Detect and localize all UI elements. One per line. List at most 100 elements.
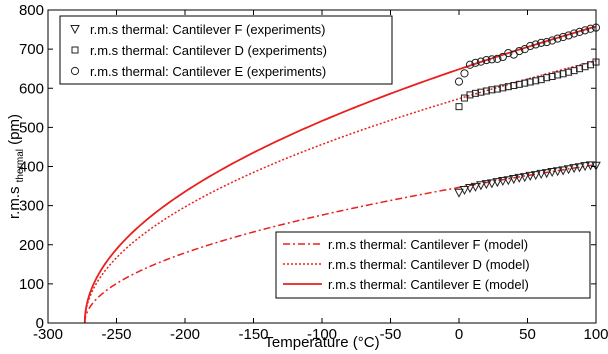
data-point-f <box>492 178 503 188</box>
y-tick-label: 400 <box>19 159 44 176</box>
data-point-f <box>465 184 475 194</box>
data-point-d <box>482 87 490 95</box>
data-point-f <box>525 171 536 181</box>
y-axis-title: r.m.s thermal (pm) <box>6 114 27 219</box>
y-tick-label: 0 <box>36 315 44 332</box>
x-tick-label: -200 <box>170 326 200 343</box>
data-point-d <box>488 86 496 94</box>
y-tick-label: 800 <box>19 2 44 19</box>
data-point-f <box>547 167 557 178</box>
data-point-d <box>570 67 578 75</box>
legend-item-f-model: r.m.s thermal: Cantilever F (model) <box>328 237 528 252</box>
y-tick-label: 700 <box>19 41 44 58</box>
data-point-f <box>476 181 486 191</box>
data-point-f <box>574 163 585 173</box>
data-point-d <box>455 103 463 111</box>
data-point-e <box>471 58 480 67</box>
data-point-e <box>575 27 584 37</box>
data-point-d <box>504 83 512 91</box>
x-tick-label: -100 <box>307 326 337 343</box>
data-point-e <box>504 48 513 58</box>
legend-models-lines <box>283 243 322 285</box>
data-point-e <box>515 46 524 56</box>
legend-item-e-experiments: r.m.s thermal: Cantilever E (experiments… <box>90 64 326 79</box>
data-point-f <box>519 173 530 183</box>
data-point-d <box>532 77 540 85</box>
data-point-d <box>543 74 551 82</box>
data-point-e <box>454 77 464 86</box>
data-point-f <box>454 188 464 198</box>
y-tick-label: 100 <box>19 276 44 293</box>
y-tick-label: 200 <box>19 237 44 254</box>
data-point-d <box>537 76 545 84</box>
data-point-f <box>541 169 552 179</box>
x-tick-label: -150 <box>238 326 268 343</box>
legend-experiments-markers <box>70 25 80 76</box>
data-point-e <box>531 40 540 49</box>
data-point-f <box>508 175 519 185</box>
legend-marker-square <box>71 46 79 54</box>
data-point-f <box>585 161 596 171</box>
data-point-f <box>563 165 574 175</box>
data-point-d <box>515 80 523 88</box>
data-point-f <box>514 173 525 183</box>
data-point-d <box>471 89 479 97</box>
data-point-d <box>477 88 485 96</box>
data-point-e <box>559 32 568 42</box>
data-point-d <box>466 91 474 99</box>
x-tick-label: -50 <box>380 326 402 343</box>
data-point-f <box>487 179 497 189</box>
data-point-d <box>548 73 556 81</box>
data-point-f <box>552 167 563 177</box>
data-point-e <box>564 31 573 40</box>
data-point-f <box>580 162 590 172</box>
legend-experiments-box <box>59 15 393 85</box>
y-tick-label: 500 <box>19 119 44 136</box>
y-tick-label: 300 <box>19 198 44 215</box>
legend-models: r.m.s thermal: Cantilever F (model) r.m.… <box>275 231 591 299</box>
data-point-f <box>530 171 541 181</box>
legend-item-d-model: r.m.s thermal: Cantilever D (model) <box>328 257 530 272</box>
model-curves <box>83 25 597 324</box>
experiment-markers <box>454 23 601 198</box>
x-axis-title: Temperature (°C) <box>264 334 379 351</box>
data-point-e <box>526 41 535 51</box>
y-tick-label: 600 <box>19 80 44 97</box>
model-curve-e <box>83 25 597 324</box>
legend-models-box <box>275 231 591 299</box>
data-point-d <box>565 68 573 76</box>
legend-item-e-model: r.m.s thermal: Cantilever E (model) <box>328 277 529 292</box>
legend-experiments: r.m.s thermal: Cantilever F (experiments… <box>59 15 393 85</box>
data-point-d <box>521 79 529 87</box>
data-point-d <box>526 78 534 86</box>
data-point-f <box>498 176 508 187</box>
legend-item-d-experiments: r.m.s thermal: Cantilever D (experiments… <box>90 43 327 58</box>
legend-item-f-experiments: r.m.s thermal: Cantilever F (experiments… <box>90 22 326 37</box>
data-point-e <box>460 69 469 78</box>
axis-ticks: -300 -250 -200 -150 -100 -50 0 50 100 0 100 200 300 4… <box>19 2 608 343</box>
y-axis-title-unit: (pm) <box>6 114 23 145</box>
data-point-f <box>536 169 547 179</box>
data-point-e <box>493 54 502 64</box>
data-point-e <box>553 34 562 43</box>
data-point-e <box>542 37 551 47</box>
data-point-d <box>554 71 562 79</box>
data-point-d <box>510 82 518 90</box>
data-point-f <box>503 176 514 186</box>
data-point-d <box>559 70 567 78</box>
data-point-f <box>470 182 481 192</box>
data-point-e <box>586 24 595 33</box>
legend-marker-circle <box>70 66 80 76</box>
x-tick-label: 50 <box>519 326 536 343</box>
data-point-e <box>537 38 546 47</box>
data-point-e <box>498 52 507 62</box>
legend-marker-triangle-down <box>70 25 80 35</box>
x-tick-label: 0 <box>455 326 463 343</box>
x-tick-label: -250 <box>101 326 131 343</box>
data-point-e <box>487 55 496 64</box>
data-point-d <box>499 84 507 92</box>
data-point-d <box>576 65 584 73</box>
data-point-f <box>558 166 568 176</box>
x-tick-label: 100 <box>583 326 608 343</box>
